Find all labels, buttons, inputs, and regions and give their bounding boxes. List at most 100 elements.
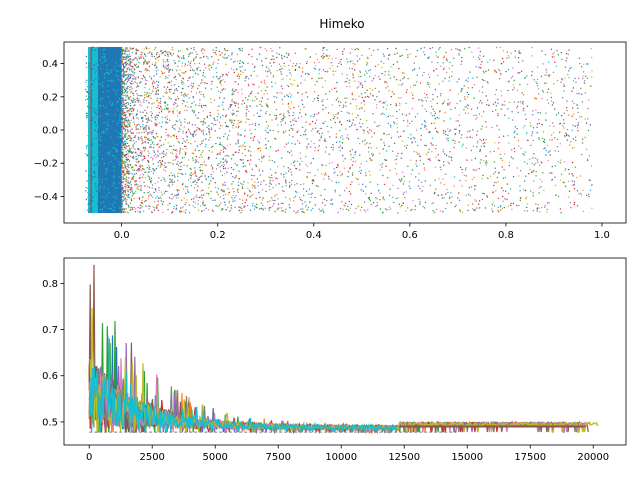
scatter-point [363,100,365,103]
scatter-point [122,166,124,168]
scatter-point [575,139,577,141]
scatter-point [435,144,437,146]
scatter-point [340,110,342,113]
scatter-point [169,186,171,188]
scatter-point [104,60,106,62]
scatter-point [95,64,97,66]
scatter-point [299,63,301,65]
scatter-point [561,58,563,61]
scatter-point [122,58,124,60]
scatter-point [126,211,128,213]
scatter-point [96,188,99,190]
scatter-point [273,203,275,205]
scatter-point [590,48,592,50]
scatter-point [129,108,131,110]
scatter-point [549,172,551,174]
scatter-point [546,208,548,210]
scatter-point [128,68,131,70]
scatter-point [459,210,462,213]
scatter-point [472,145,475,147]
scatter-point [431,144,433,146]
scatter-point [155,62,157,64]
scatter-point [276,56,278,59]
scatter-point [428,76,431,79]
scatter-point [102,49,104,51]
scatter-point [376,147,378,149]
scatter-point [147,94,150,97]
scatter-point [485,126,488,128]
scatter-point [133,76,135,78]
scatter-point [226,138,229,140]
scatter-point [149,95,151,97]
scatter-point [264,207,266,209]
scatter-point [181,103,184,105]
scatter-point [346,74,348,76]
scatter-point [150,114,153,117]
scatter-point [478,102,481,104]
scatter-point [97,61,100,63]
scatter-point [318,61,320,63]
scatter-point [204,82,206,84]
scatter-point [245,199,248,201]
scatter-point [427,81,429,84]
scatter-point [408,122,411,125]
scatter-point [248,123,251,126]
scatter-point [254,122,256,125]
scatter-point [93,109,96,112]
scatter-point [199,205,202,207]
scatter-point [564,185,567,187]
scatter-point [571,173,573,175]
scatter-point [177,192,180,195]
scatter-point [142,123,144,126]
scatter-point [97,66,99,68]
scatter-point [227,188,229,190]
scatter-point [289,168,291,170]
scatter-point [540,207,543,209]
scatter-point [129,191,131,194]
scatter-dense-band-edge [90,46,92,214]
scatter-point [114,201,116,203]
scatter-point [532,110,534,112]
scatter-point [393,142,396,144]
scatter-point [132,145,134,147]
scatter-point [215,186,217,189]
scatter-point [389,115,392,117]
scatter-point [516,89,519,92]
scatter-point [159,166,162,168]
scatter-point [267,98,269,100]
scatter-point [396,131,399,133]
scatter-point [166,122,169,124]
scatter-point [429,159,432,162]
scatter-point [526,206,528,209]
scatter-point [403,180,405,182]
scatter-point [115,179,117,181]
scatter-point [133,169,135,171]
scatter-point [376,204,378,206]
scatter-point [467,209,469,212]
scatter-point [546,91,549,94]
scatter-point [160,100,162,103]
scatter-point [98,178,100,181]
scatter-point [137,85,140,88]
scatter-point [112,80,114,82]
scatter-point [230,172,232,175]
scatter-point [475,114,477,117]
scatter-point [491,204,493,206]
scatter-point [321,210,323,212]
scatter-point [254,205,256,207]
scatter-point [526,210,529,212]
scatter-point [156,97,158,100]
scatter-point [134,90,136,92]
scatter-point [139,152,142,154]
scatter-point [475,184,477,187]
scatter-point [187,142,190,144]
scatter-point [294,52,296,54]
scatter-point [204,122,206,125]
scatter-point [387,122,389,125]
scatter-point [283,165,285,168]
scatter-point [487,177,489,179]
scatter-point [591,183,593,186]
scatter-point [426,153,428,156]
scatter-point [524,113,526,116]
scatter-point [180,79,183,82]
